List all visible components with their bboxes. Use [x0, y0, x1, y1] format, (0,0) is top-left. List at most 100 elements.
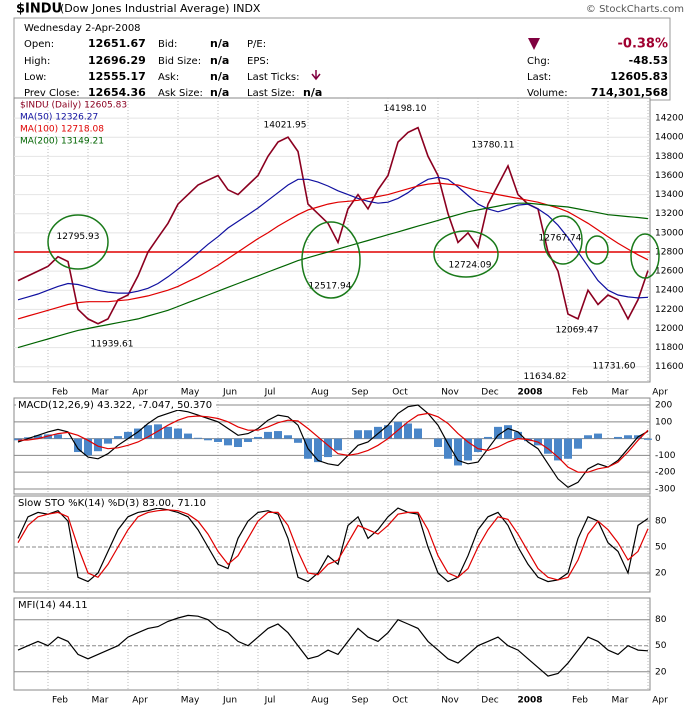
histogram-bar [374, 426, 382, 439]
x-tick-label: 2008 [517, 388, 542, 398]
symbol-name: (Dow Jones Industrial Average) INDX [60, 2, 261, 15]
highlight-circle [630, 233, 660, 279]
y-tick-label: 200 [655, 401, 672, 411]
y-tick-label: 12000 [655, 324, 684, 334]
histogram-bar [454, 438, 462, 466]
title-bg [16, 497, 216, 508]
x-tick-label: Apr [652, 696, 668, 706]
label: Volume: [527, 88, 568, 99]
panel-frame [13, 495, 651, 593]
histogram-bar [84, 438, 92, 456]
value: 12651.67 [88, 37, 146, 50]
histogram-bar [274, 431, 282, 439]
x-tick-label: Mar [612, 388, 629, 398]
y-tick-label: 12200 [655, 305, 684, 315]
label: Ask Size: [158, 88, 203, 99]
series-line [17, 614, 649, 677]
value: 12696.29 [88, 54, 146, 67]
label: Last Ticks: [247, 72, 299, 83]
x-tick-label: Mar [92, 696, 109, 706]
histogram-bar [324, 438, 332, 458]
x-tick-label: Nov [441, 388, 459, 398]
series-line [17, 202, 649, 349]
title-bg [16, 599, 216, 610]
y-tick-label: 13600 [655, 171, 684, 181]
y-tick-label: -200 [655, 468, 676, 478]
histogram-bar [224, 438, 232, 446]
x-tick-label: Apr [132, 388, 148, 398]
histogram-bar [404, 423, 412, 439]
title-bg [16, 399, 216, 410]
value: -48.53 [629, 54, 668, 67]
histogram-bar [104, 438, 112, 444]
x-tick-label: Apr [132, 696, 148, 706]
series-line [17, 182, 649, 320]
histogram-bar [294, 438, 302, 443]
highlight-circle [433, 230, 499, 278]
label: Prev Close: [24, 88, 80, 99]
highlight-circle [543, 215, 583, 265]
histogram-bar [14, 438, 22, 441]
annotation: 12724.09 [449, 261, 492, 271]
y-tick-label: 13200 [655, 209, 684, 219]
series-line [17, 176, 649, 301]
annotation: 11731.60 [593, 362, 636, 372]
y-tick-label: 0 [655, 434, 661, 444]
x-tick-label: Jun [222, 696, 237, 706]
annotation: 11939.61 [91, 340, 134, 350]
histogram-bar [204, 438, 212, 441]
x-tick-label: Sep [352, 696, 369, 706]
x-tick-label: Feb [52, 696, 68, 706]
value: 12605.83 [610, 70, 668, 83]
value: 714,301,568 [591, 86, 668, 99]
label: Ask: [158, 72, 179, 83]
value: n/a [210, 54, 229, 67]
x-tick-label: May [181, 388, 200, 398]
value: n/a [210, 70, 229, 83]
histogram-bar [594, 433, 602, 439]
x-tick-label: Feb [572, 696, 588, 706]
annotation: 12767.74 [539, 234, 582, 244]
histogram-bar [504, 425, 512, 439]
annotation: 13780.11 [472, 141, 515, 151]
panel-frame [13, 597, 651, 691]
value: n/a [210, 37, 229, 50]
annotation: 14021.95 [264, 121, 307, 131]
x-tick-label: Mar [612, 696, 629, 706]
y-tick-label: 13400 [655, 190, 684, 200]
y-tick-label: 20 [655, 568, 667, 578]
annotation: 12517.94 [309, 281, 352, 291]
histogram-bar [334, 438, 342, 451]
y-tick-label: 12800 [655, 247, 684, 257]
header-box [13, 17, 671, 101]
histogram-bar [244, 438, 252, 442]
label: Bid Size: [158, 56, 201, 67]
x-tick-label: Oct [392, 388, 408, 398]
label: EPS: [247, 56, 269, 67]
histogram-bar [144, 425, 152, 439]
histogram-bar [24, 437, 32, 439]
x-tick-label: Jul [264, 388, 276, 398]
annotation: 14198.10 [384, 104, 427, 114]
highlight-circle [301, 221, 361, 299]
histogram-bar [624, 435, 632, 439]
y-tick-label: 11800 [655, 343, 684, 353]
histogram-bar [64, 438, 72, 439]
histogram-bar [384, 425, 392, 439]
histogram-bar [484, 436, 492, 439]
histogram-bar [494, 426, 502, 439]
histogram-bar [564, 438, 572, 459]
x-tick-label: May [181, 696, 200, 706]
series-line [17, 507, 649, 583]
y-tick-label: 20 [655, 667, 667, 677]
histogram-bar [644, 438, 652, 440]
histogram-bar [74, 438, 82, 453]
legend-entry: MA(100) 12718.08 [20, 125, 104, 135]
circles [47, 214, 660, 299]
series-line [17, 509, 649, 581]
y-tick-label: 50 [655, 543, 667, 553]
histogram-bar [34, 435, 42, 439]
label: High: [24, 56, 50, 67]
x-tick-label: Mar [92, 388, 109, 398]
